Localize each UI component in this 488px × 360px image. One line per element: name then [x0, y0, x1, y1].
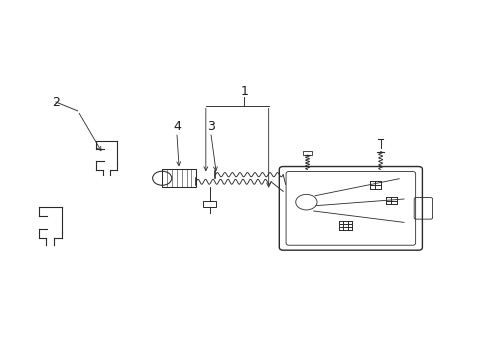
Bar — [162, 170, 196, 187]
Text: 1: 1 — [240, 85, 248, 98]
Bar — [302, 151, 312, 155]
Bar — [203, 201, 216, 207]
Text: 2: 2 — [52, 95, 60, 108]
Text: 3: 3 — [206, 120, 214, 133]
Text: 4: 4 — [173, 120, 181, 133]
